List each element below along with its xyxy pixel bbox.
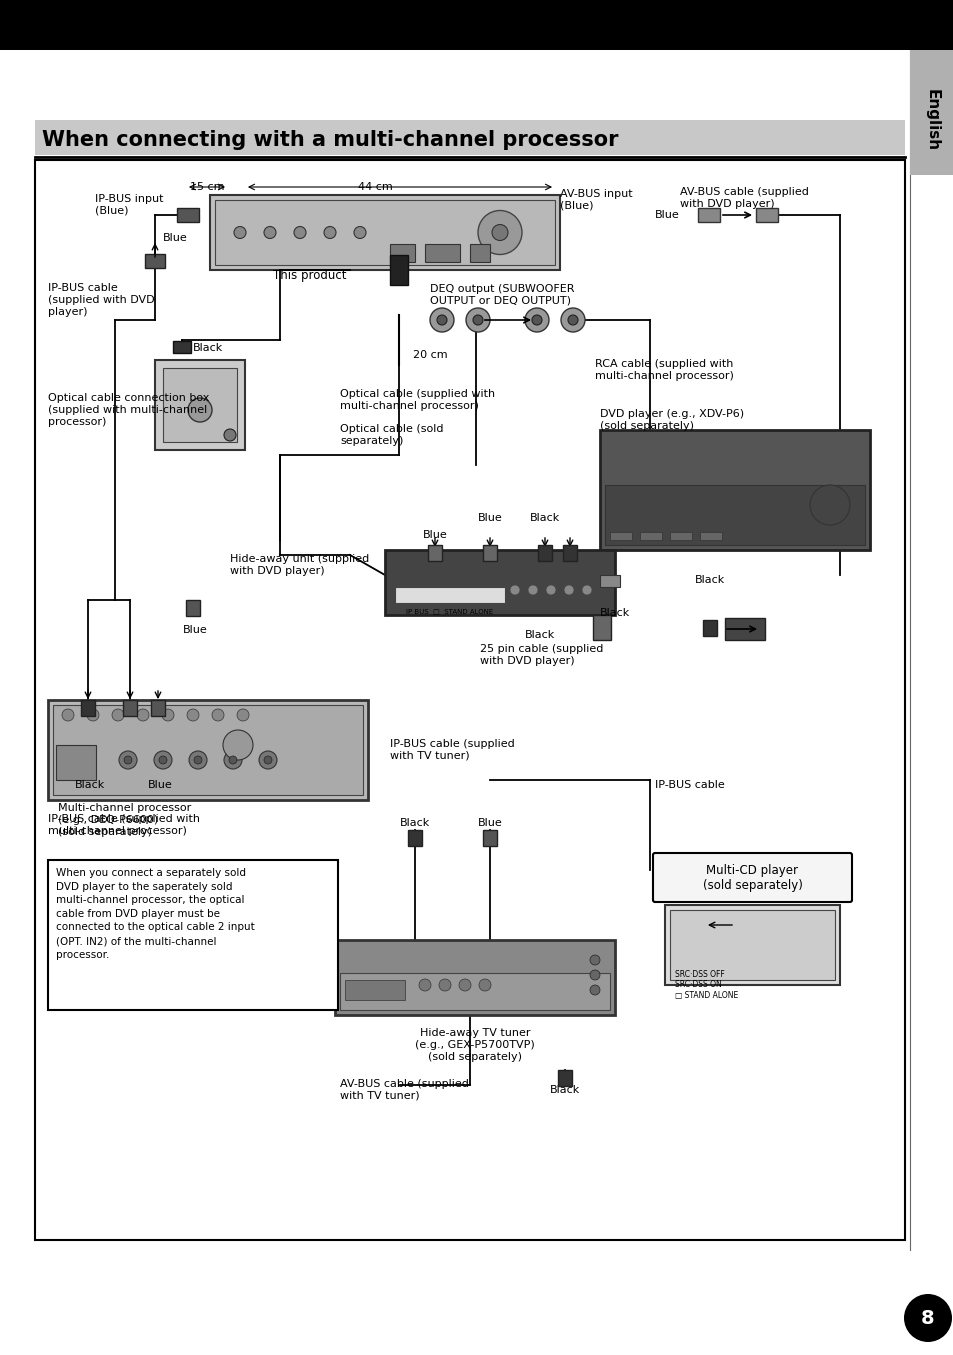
Text: Optical cable (supplied with
multi-channel processor): Optical cable (supplied with multi-chann… bbox=[339, 389, 495, 411]
Text: Black: Black bbox=[549, 1085, 579, 1095]
Bar bbox=[390, 255, 408, 285]
Bar bbox=[81, 701, 95, 715]
Bar bbox=[214, 201, 555, 266]
Bar bbox=[390, 244, 415, 262]
Bar bbox=[698, 209, 720, 222]
Circle shape bbox=[524, 308, 548, 332]
Bar bbox=[345, 980, 405, 1000]
Circle shape bbox=[162, 709, 173, 721]
Bar bbox=[163, 369, 236, 442]
Text: AV-BUS input
(Blue): AV-BUS input (Blue) bbox=[559, 190, 632, 211]
Text: Blue: Blue bbox=[422, 530, 447, 541]
Text: IP-BUS cable
(supplied with DVD
player): IP-BUS cable (supplied with DVD player) bbox=[48, 283, 154, 317]
Bar bbox=[482, 831, 497, 846]
Text: Optical cable (sold
separately): Optical cable (sold separately) bbox=[339, 424, 443, 446]
Bar bbox=[48, 701, 368, 799]
Circle shape bbox=[188, 398, 212, 421]
Circle shape bbox=[418, 980, 431, 991]
Circle shape bbox=[233, 226, 246, 238]
Text: Black: Black bbox=[529, 514, 559, 523]
Text: Blue: Blue bbox=[148, 780, 172, 790]
Circle shape bbox=[438, 980, 451, 991]
Text: IP BUS  □  STAND ALONE: IP BUS □ STAND ALONE bbox=[406, 608, 493, 614]
Text: Hide-away unit (supplied
with DVD player): Hide-away unit (supplied with DVD player… bbox=[230, 554, 369, 576]
Circle shape bbox=[193, 756, 202, 764]
Circle shape bbox=[473, 314, 482, 325]
Text: Black: Black bbox=[694, 575, 724, 585]
Bar bbox=[669, 533, 691, 541]
Text: AV-BUS cable (supplied
with DVD player): AV-BUS cable (supplied with DVD player) bbox=[679, 187, 808, 209]
Bar bbox=[639, 533, 661, 541]
Circle shape bbox=[137, 709, 149, 721]
Text: Blue: Blue bbox=[182, 625, 207, 635]
Text: 44 cm: 44 cm bbox=[357, 182, 392, 192]
Bar bbox=[609, 533, 631, 541]
Bar bbox=[145, 253, 165, 268]
Circle shape bbox=[212, 709, 224, 721]
Text: Blue: Blue bbox=[163, 233, 188, 243]
Circle shape bbox=[581, 585, 592, 595]
Circle shape bbox=[112, 709, 124, 721]
Circle shape bbox=[809, 485, 849, 524]
Text: This product: This product bbox=[273, 268, 346, 282]
Text: Blue: Blue bbox=[477, 818, 502, 828]
Circle shape bbox=[589, 955, 599, 965]
Bar bbox=[210, 195, 559, 270]
Bar bbox=[558, 1070, 572, 1085]
Text: Optical cable connection box
(supplied with multi-channel
processor): Optical cable connection box (supplied w… bbox=[48, 393, 209, 427]
Circle shape bbox=[589, 985, 599, 995]
Bar bbox=[186, 600, 200, 617]
Circle shape bbox=[545, 585, 556, 595]
Text: Blue: Blue bbox=[655, 210, 679, 220]
Circle shape bbox=[224, 430, 235, 440]
Text: IP-BUS cable (supplied
with TV tuner): IP-BUS cable (supplied with TV tuner) bbox=[390, 740, 515, 760]
Text: Blue: Blue bbox=[477, 514, 502, 523]
Bar bbox=[593, 615, 610, 640]
Circle shape bbox=[119, 751, 137, 770]
Bar bbox=[724, 618, 764, 640]
Text: Black: Black bbox=[399, 818, 430, 828]
Circle shape bbox=[478, 980, 491, 991]
Bar bbox=[537, 545, 552, 561]
Circle shape bbox=[324, 226, 335, 238]
Circle shape bbox=[567, 314, 578, 325]
Bar bbox=[53, 705, 363, 795]
Circle shape bbox=[458, 980, 471, 991]
Circle shape bbox=[159, 756, 167, 764]
Text: When you connect a separately sold
DVD player to the saperately sold
multi-chann: When you connect a separately sold DVD p… bbox=[56, 869, 254, 959]
Circle shape bbox=[224, 751, 242, 770]
Circle shape bbox=[87, 709, 99, 721]
Text: RCA cable (supplied with
multi-channel processor): RCA cable (supplied with multi-channel p… bbox=[595, 359, 733, 381]
Bar bbox=[604, 485, 864, 545]
Bar bbox=[408, 831, 421, 846]
Bar bbox=[424, 244, 459, 262]
Bar bbox=[470, 244, 490, 262]
Circle shape bbox=[354, 226, 366, 238]
Bar bbox=[172, 341, 191, 354]
Bar bbox=[428, 545, 441, 561]
Text: SRC·DSS OFF
SRC·DSS ON
□ STAND ALONE: SRC·DSS OFF SRC·DSS ON □ STAND ALONE bbox=[675, 970, 738, 1000]
Text: Black: Black bbox=[599, 608, 630, 618]
Circle shape bbox=[264, 226, 275, 238]
Text: IP-BUS cable: IP-BUS cable bbox=[655, 780, 724, 790]
Bar bbox=[35, 121, 904, 154]
Bar bbox=[395, 587, 504, 603]
Bar bbox=[48, 860, 337, 1009]
Circle shape bbox=[903, 1294, 951, 1341]
Circle shape bbox=[492, 225, 507, 240]
Text: 20 cm: 20 cm bbox=[413, 350, 447, 360]
Bar bbox=[599, 430, 869, 550]
Bar bbox=[154, 360, 245, 450]
Text: Black: Black bbox=[524, 630, 555, 640]
Circle shape bbox=[258, 751, 276, 770]
Bar bbox=[562, 545, 577, 561]
Bar bbox=[385, 550, 615, 615]
Circle shape bbox=[187, 709, 199, 721]
Circle shape bbox=[465, 308, 490, 332]
Circle shape bbox=[430, 308, 454, 332]
Text: Multi-channel processor
(e.g., DEQ-P6600)
(sold separately): Multi-channel processor (e.g., DEQ-P6600… bbox=[58, 804, 191, 836]
Bar bbox=[664, 905, 840, 985]
Text: AV-BUS cable (supplied
with TV tuner): AV-BUS cable (supplied with TV tuner) bbox=[339, 1079, 468, 1100]
Text: Black: Black bbox=[193, 343, 223, 354]
Circle shape bbox=[294, 226, 306, 238]
